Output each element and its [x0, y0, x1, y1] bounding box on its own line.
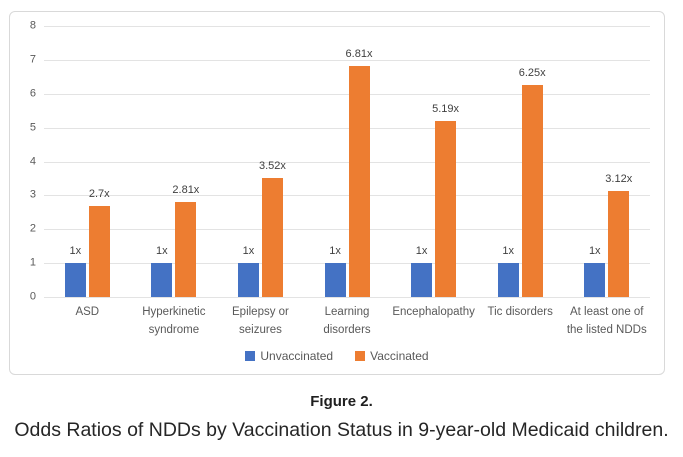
x-tick-label: Hyperkinetic syndrome [142, 306, 206, 336]
plot-area: 1x 2.7x 1x 2.81x 1x 3.52x 1x 6.81x 1x 5.19x 1x 6.25… [44, 26, 650, 298]
vaccinated-bar: 3.52x [259, 160, 286, 297]
bar-group: 1x 5.19x [390, 26, 477, 297]
y-tick-label: 2 [29, 222, 36, 235]
y-tick-label: 5 [29, 121, 36, 134]
y-tick-label: 8 [29, 19, 36, 32]
gridline [44, 93, 650, 95]
gridline [44, 297, 650, 298]
legend-item-vaccinated: Vaccinated [355, 349, 429, 363]
bar-group: 1x 3.12x [563, 26, 650, 297]
y-tick-label: 1 [29, 256, 36, 269]
gridline [44, 127, 650, 129]
legend-swatch-icon [245, 351, 256, 361]
unvaccinated-bar: 1x [411, 246, 433, 297]
legend-swatch-icon [355, 351, 366, 361]
chart-panel: 0 1 2 3 4 5 6 7 8 1x 2.7x 1x 2.81x 1x 3.52x 1x 6.81x 1x 5… [9, 11, 665, 375]
legend: Unvaccinated Vaccinated [10, 350, 664, 362]
gridline [44, 161, 650, 163]
data-label: 1x [502, 245, 514, 258]
unvaccinated-bar: 1x [64, 246, 86, 297]
data-label: 1x [156, 245, 168, 258]
data-label: 6.81x [345, 48, 373, 61]
bar-group: 1x 2.81x [131, 26, 218, 297]
legend-label: Vaccinated [370, 349, 429, 363]
unvaccinated-bar: 1x [584, 246, 606, 297]
y-tick-label: 6 [29, 87, 36, 100]
data-label: 1x [329, 245, 341, 258]
data-label: 1x [415, 245, 428, 258]
data-label: 2.7x [88, 187, 110, 200]
unvaccinated-bar: 1x [497, 246, 519, 297]
vaccinated-bar: 5.19x [432, 104, 459, 297]
x-tick-label: Encephalopathy [392, 306, 475, 318]
figure-label: Figure 2. [310, 393, 373, 410]
unvaccinated-bar: 1x [151, 246, 173, 297]
data-label: 2.81x [172, 183, 200, 196]
x-tick-label: Tic disorders [487, 306, 553, 318]
figure-caption: Odds Ratios of NDDs by Vaccination Statu… [14, 419, 669, 441]
gridline [44, 26, 650, 27]
bar-group: 1x 2.7x [44, 26, 131, 297]
vaccinated-bar: 6.25x [519, 68, 546, 297]
vaccinated-bar: 6.81x [346, 49, 372, 297]
x-tick-label: Learning disorders [323, 306, 371, 336]
data-label: 6.25x [518, 67, 546, 80]
data-label: 1x [588, 245, 601, 258]
bar-group: 1x 6.81x [304, 26, 391, 297]
gridline [44, 195, 650, 197]
legend-item-unvaccinated: Unvaccinated [245, 350, 333, 362]
gridline [44, 59, 650, 61]
bar-group: 1x 3.52x [217, 26, 304, 297]
x-tick-label: Epilepsy or seizures [232, 306, 289, 336]
legend-label: Unvaccinated [260, 349, 334, 363]
gridline [44, 229, 650, 231]
gridline [44, 263, 650, 265]
y-tick-label: 7 [29, 53, 36, 66]
vaccinated-bar: 2.7x [88, 188, 110, 297]
unvaccinated-bar: 1x [324, 246, 346, 297]
x-tick-label: At least one of the listed NDDs [566, 306, 647, 336]
y-tick-label: 4 [29, 155, 36, 167]
x-tick-label: ASD [75, 306, 100, 318]
vaccinated-bar: 2.81x [172, 184, 199, 297]
data-label: 1x [242, 245, 255, 258]
data-label: 3.52x [258, 159, 286, 172]
bar-groups: 1x 2.7x 1x 2.81x 1x 3.52x 1x 6.81x 1x 5.19x 1x 6.25… [44, 26, 650, 297]
x-axis: ASD Hyperkinetic syndrome Epilepsy or seiz… [44, 304, 650, 340]
y-tick-label: 0 [29, 290, 36, 303]
data-label: 5.19x [432, 103, 460, 116]
unvaccinated-bar: 1x [237, 246, 259, 297]
vaccinated-bar: 3.12x [605, 174, 632, 297]
bar-group: 1x 6.25x [477, 26, 564, 297]
y-axis: 0 1 2 3 4 5 6 7 8 [14, 20, 38, 302]
y-tick-label: 3 [29, 188, 36, 201]
data-label: 3.12x [605, 173, 633, 186]
data-label: 1x [69, 245, 82, 258]
